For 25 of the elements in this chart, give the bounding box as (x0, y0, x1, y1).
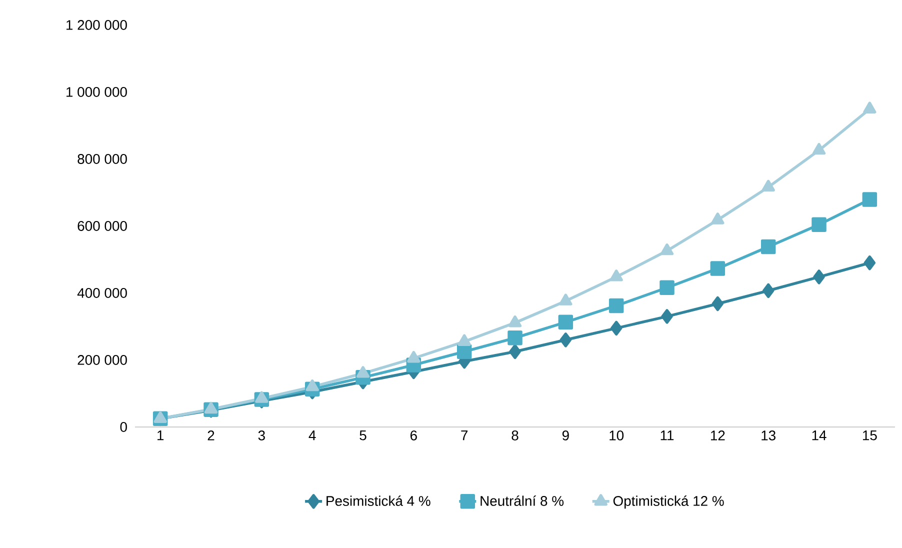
x-tick-label: 8 (512, 430, 518, 440)
x-tick-label: 5 (360, 430, 366, 440)
x-tick-label: 1 (158, 430, 164, 440)
x-tick-label: 13 (762, 430, 776, 440)
x-tick-label: 15 (862, 430, 877, 440)
x-tick-label: 7 (461, 430, 468, 440)
x-tick-label: 12 (710, 430, 725, 440)
y-tick-label: 1 200 000 (66, 20, 127, 30)
y-tick-label: 400 000 (77, 288, 127, 298)
y-tick-label: 600 000 (78, 221, 127, 231)
legend-label: Optimistická 12 % (613, 495, 724, 509)
legend-label: Neutrální 8 % (480, 495, 564, 506)
y-tick-label: 800 000 (78, 154, 127, 164)
x-tick-label: 14 (812, 430, 826, 440)
y-tick-label: 200 000 (78, 355, 127, 365)
x-tick-label: 9 (562, 430, 569, 440)
legend-label: Pesimistická 4 % (326, 495, 430, 506)
x-tick-label: 2 (208, 430, 214, 440)
y-tick-label: 0 (120, 422, 127, 432)
x-tick-label: 10 (610, 430, 624, 440)
x-tick-label: 4 (308, 430, 316, 440)
x-tick-label: 3 (258, 430, 265, 440)
y-tick-label: 1 000 000 (66, 87, 127, 97)
x-tick-label: 11 (660, 430, 674, 440)
x-tick-label: 6 (410, 430, 417, 440)
